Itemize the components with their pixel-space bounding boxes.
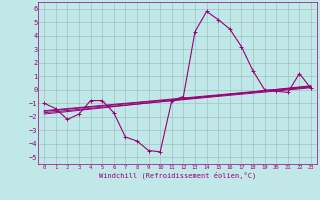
X-axis label: Windchill (Refroidissement éolien,°C): Windchill (Refroidissement éolien,°C) — [99, 171, 256, 179]
